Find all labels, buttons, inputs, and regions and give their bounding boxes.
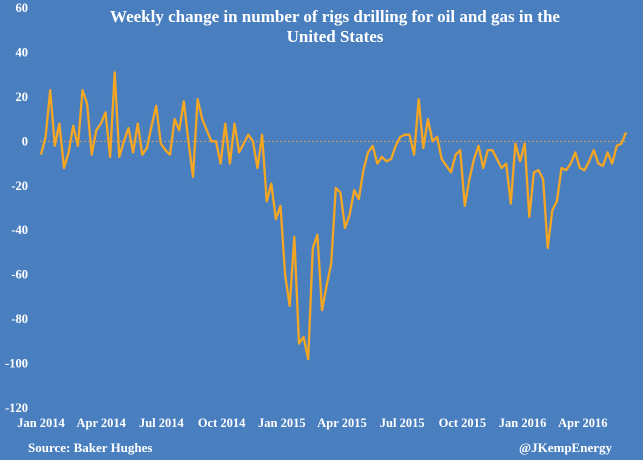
x-tick-label: Apr 2016 <box>558 416 607 430</box>
x-tick-label: Jul 2014 <box>139 416 185 430</box>
x-tick-label: Jan 2015 <box>258 416 306 430</box>
x-tick-label: Apr 2014 <box>76 416 126 430</box>
series-line-rig-change <box>39 71 628 361</box>
y-tick-label: -60 <box>11 268 28 282</box>
y-tick-label: 0 <box>22 134 28 148</box>
x-tick-label: Jul 2015 <box>380 416 425 430</box>
y-axis-ticks: -120 -100 -80 -60 -40 -20 0 20 40 60 <box>5 1 28 415</box>
y-tick-label: -20 <box>11 179 28 193</box>
chart-title-line-1: Weekly change in number of rigs drilling… <box>110 7 560 26</box>
x-axis-ticks: Jan 2014 Apr 2014 Jul 2014 Oct 2014 Jan 2015… <box>17 416 607 430</box>
x-tick-label: Jan 2016 <box>499 416 547 430</box>
x-tick-label: Oct 2014 <box>198 416 246 430</box>
y-tick-label: 40 <box>16 45 29 59</box>
chart-title-line-2: United States <box>287 27 384 46</box>
y-tick-label: -40 <box>11 223 28 237</box>
source-note: Source: Baker Hughes <box>28 440 152 455</box>
author-credit: @JKempEnergy <box>519 440 612 455</box>
y-tick-label: -80 <box>11 312 28 326</box>
x-tick-label: Jan 2014 <box>17 416 65 430</box>
y-tick-label: -120 <box>5 401 28 415</box>
x-tick-label: Oct 2015 <box>439 416 487 430</box>
x-tick-label: Apr 2015 <box>317 416 366 430</box>
y-tick-label: 60 <box>16 1 29 15</box>
y-tick-label: -100 <box>5 357 28 371</box>
y-tick-label: 20 <box>16 90 29 104</box>
